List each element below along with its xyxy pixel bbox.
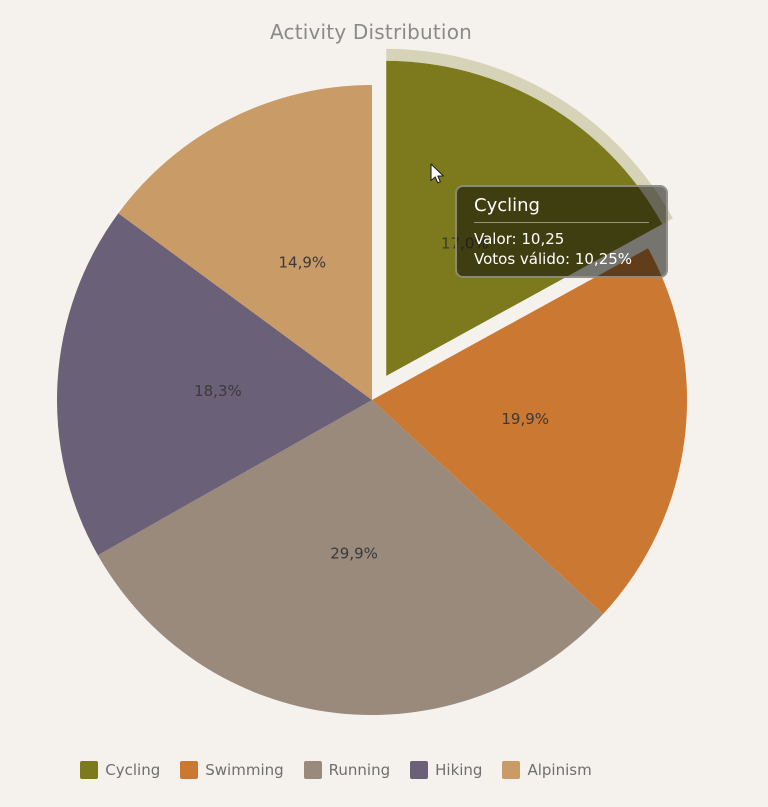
tooltip-title: Cycling xyxy=(474,195,540,216)
legend-label-hiking: Hiking xyxy=(435,761,483,779)
tooltip-value-line: Valor: 10,25 xyxy=(474,229,565,248)
slice-label-swimming: 19,9% xyxy=(501,410,549,428)
mouse-cursor-icon xyxy=(430,163,444,184)
tooltip-percent-line: Votos válido: 10,25% xyxy=(474,250,633,269)
legend-swatch-running xyxy=(303,761,322,779)
pie-slice-running[interactable] xyxy=(97,400,603,715)
legend-label-alpinism: Alpinism xyxy=(527,761,592,779)
legend-label-cycling: Cycling xyxy=(105,761,161,779)
legend: Cycling Swimming Running Hiking Alpinism xyxy=(0,761,672,779)
pie-slice-alpinism[interactable] xyxy=(118,85,372,400)
legend-label-swimming: Swimming xyxy=(205,761,284,779)
legend-swatch-alpinism xyxy=(502,761,521,779)
tooltip-separator xyxy=(474,221,649,223)
pie-slice-swimming[interactable] xyxy=(372,248,688,615)
pie-slice-hiking[interactable] xyxy=(56,213,373,556)
legend-swatch-hiking xyxy=(410,761,429,779)
legend-item-running[interactable]: Running xyxy=(303,761,391,779)
legend-item-swimming[interactable]: Swimming xyxy=(180,761,284,779)
slice-label-running: 29,9% xyxy=(330,545,378,563)
legend-item-alpinism[interactable]: Alpinism xyxy=(502,761,592,779)
pie-chart: 17,0%19,9%29,9%18,3%14,9% xyxy=(56,48,688,715)
tooltip: Cycling Valor: 10,25 Votos válido: 10,25… xyxy=(455,185,668,278)
legend-swatch-cycling xyxy=(80,761,99,779)
chart-title: Activity Distribution xyxy=(269,20,473,44)
hover-halo xyxy=(386,48,673,225)
legend-swatch-swimming xyxy=(180,761,199,779)
slice-label-alpinism: 14,9% xyxy=(279,254,327,272)
legend-item-cycling[interactable]: Cycling xyxy=(80,761,160,779)
slice-label-hiking: 18,3% xyxy=(194,382,242,400)
legend-item-hiking[interactable]: Hiking xyxy=(410,761,482,779)
legend-label-running: Running xyxy=(328,761,391,779)
